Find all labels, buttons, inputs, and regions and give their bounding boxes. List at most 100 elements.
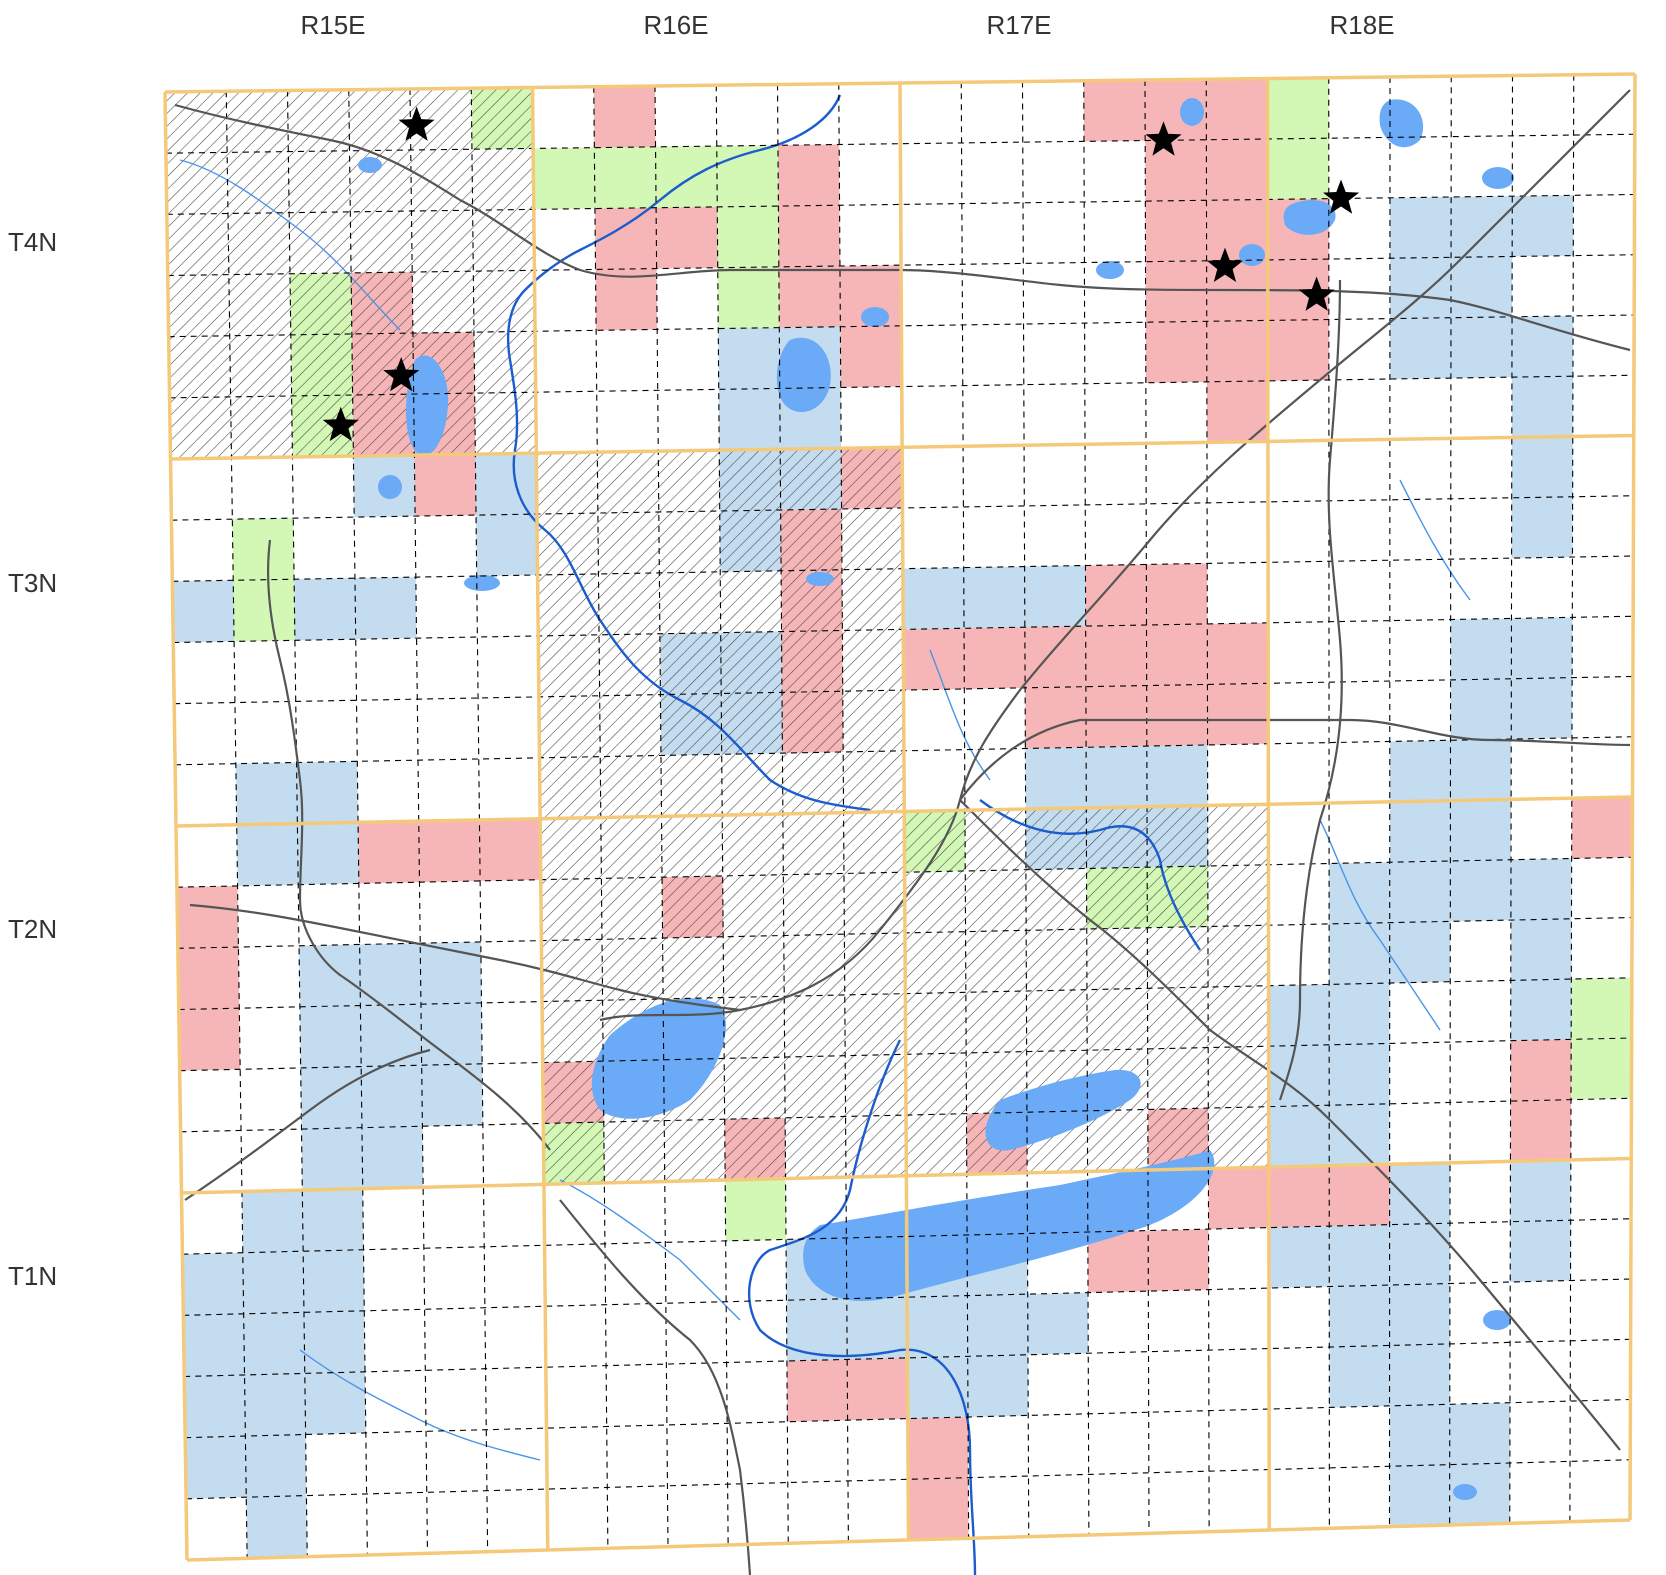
township-label-t4n: T4N bbox=[8, 227, 58, 257]
section-pink bbox=[414, 454, 477, 517]
section-line bbox=[186, 1459, 1631, 1500]
section-hatched bbox=[1147, 926, 1209, 989]
road bbox=[599, 89, 1631, 1022]
section-hatched bbox=[784, 994, 846, 1058]
section-pink bbox=[778, 265, 841, 328]
section-hatched bbox=[720, 631, 782, 694]
section-blue bbox=[1389, 1464, 1450, 1527]
section-hatched bbox=[1026, 989, 1088, 1052]
section-hatched bbox=[1147, 987, 1209, 1049]
section-hatched bbox=[904, 810, 966, 873]
section-hatched bbox=[724, 1057, 786, 1120]
stream bbox=[179, 159, 401, 331]
section-hatched bbox=[543, 1122, 605, 1185]
lake bbox=[591, 998, 726, 1119]
section-hatched bbox=[662, 936, 724, 999]
section-blue bbox=[476, 514, 538, 577]
section-blue bbox=[1025, 747, 1087, 810]
section-blue bbox=[1329, 1224, 1390, 1287]
section-blue bbox=[299, 1005, 362, 1068]
section-green bbox=[594, 146, 657, 209]
river bbox=[979, 799, 1201, 951]
section-pink bbox=[178, 1008, 241, 1071]
section-hatched bbox=[351, 272, 413, 334]
section-blue bbox=[1450, 316, 1513, 379]
section-hatched bbox=[785, 1116, 846, 1179]
section-hatched bbox=[784, 1055, 846, 1118]
lake bbox=[985, 1069, 1141, 1151]
section-hatched bbox=[229, 334, 292, 397]
section-hatched bbox=[1086, 988, 1148, 1051]
section-hatched bbox=[660, 693, 722, 756]
section-hatched bbox=[603, 1120, 665, 1183]
section-hatched bbox=[471, 87, 534, 150]
lake bbox=[1239, 244, 1265, 266]
section-blue bbox=[718, 388, 781, 451]
section-green bbox=[717, 266, 780, 329]
section-blue bbox=[1510, 979, 1572, 1041]
section-pink bbox=[1146, 623, 1208, 686]
section-hatched bbox=[166, 213, 229, 276]
section-pink bbox=[177, 947, 240, 1010]
section-hatched bbox=[1208, 1046, 1269, 1109]
road bbox=[959, 799, 1621, 1451]
section-blue bbox=[297, 822, 359, 885]
section-hatched bbox=[165, 91, 228, 154]
section-blue bbox=[963, 566, 1025, 629]
section-hatched bbox=[291, 395, 354, 458]
section-hatched bbox=[659, 632, 722, 695]
section-blue bbox=[1511, 496, 1573, 559]
section-hatched bbox=[965, 869, 1027, 932]
section-blue bbox=[967, 1354, 1029, 1417]
section-blue bbox=[1389, 921, 1451, 984]
section-blue bbox=[1389, 317, 1451, 380]
section-blue bbox=[718, 327, 780, 390]
section-blue bbox=[1450, 739, 1512, 801]
section-hatched bbox=[1207, 804, 1269, 866]
section-blue bbox=[1329, 862, 1390, 924]
section-hatched bbox=[965, 990, 1027, 1053]
section-pink bbox=[840, 325, 902, 388]
section-hatched bbox=[722, 874, 784, 937]
section-blue bbox=[241, 1190, 304, 1253]
star-marker bbox=[1206, 247, 1243, 282]
section-hatched bbox=[841, 447, 903, 509]
road bbox=[1278, 279, 1343, 1101]
section-blue bbox=[1268, 1105, 1330, 1168]
star-marker bbox=[1323, 179, 1360, 214]
section-green bbox=[533, 147, 595, 210]
section-pink bbox=[1145, 321, 1207, 383]
section-blue bbox=[299, 944, 361, 1007]
section-pink bbox=[777, 144, 840, 207]
section-hatched bbox=[658, 511, 721, 573]
section-blue bbox=[1510, 918, 1572, 981]
section-blue bbox=[1329, 1285, 1390, 1348]
section-hatched bbox=[538, 695, 601, 758]
road-layer bbox=[174, 89, 1631, 1575]
section-pink bbox=[1206, 320, 1268, 382]
section-pink bbox=[1085, 625, 1147, 687]
section-hatched bbox=[350, 211, 413, 273]
section-blue bbox=[1389, 740, 1451, 802]
section-blue bbox=[235, 762, 298, 825]
section-blue bbox=[1510, 1159, 1571, 1222]
section-hatched bbox=[226, 90, 289, 153]
section-pink bbox=[479, 818, 541, 881]
section-hatched bbox=[601, 938, 664, 1001]
section-blue bbox=[1449, 1402, 1510, 1465]
section-blue bbox=[183, 1313, 245, 1377]
section-blue bbox=[902, 567, 965, 630]
section-pink bbox=[907, 1416, 969, 1480]
section-pink bbox=[176, 885, 239, 949]
section-hatched bbox=[781, 691, 844, 754]
section-pink bbox=[1329, 1164, 1390, 1227]
section-blue bbox=[1512, 195, 1574, 257]
section-blue bbox=[1389, 1404, 1450, 1467]
section-blue bbox=[846, 1297, 908, 1360]
section-blue bbox=[1511, 617, 1573, 679]
section-blue bbox=[907, 1295, 968, 1358]
section-pink bbox=[908, 1477, 969, 1540]
section-green bbox=[1571, 1038, 1632, 1100]
road bbox=[189, 903, 741, 1012]
